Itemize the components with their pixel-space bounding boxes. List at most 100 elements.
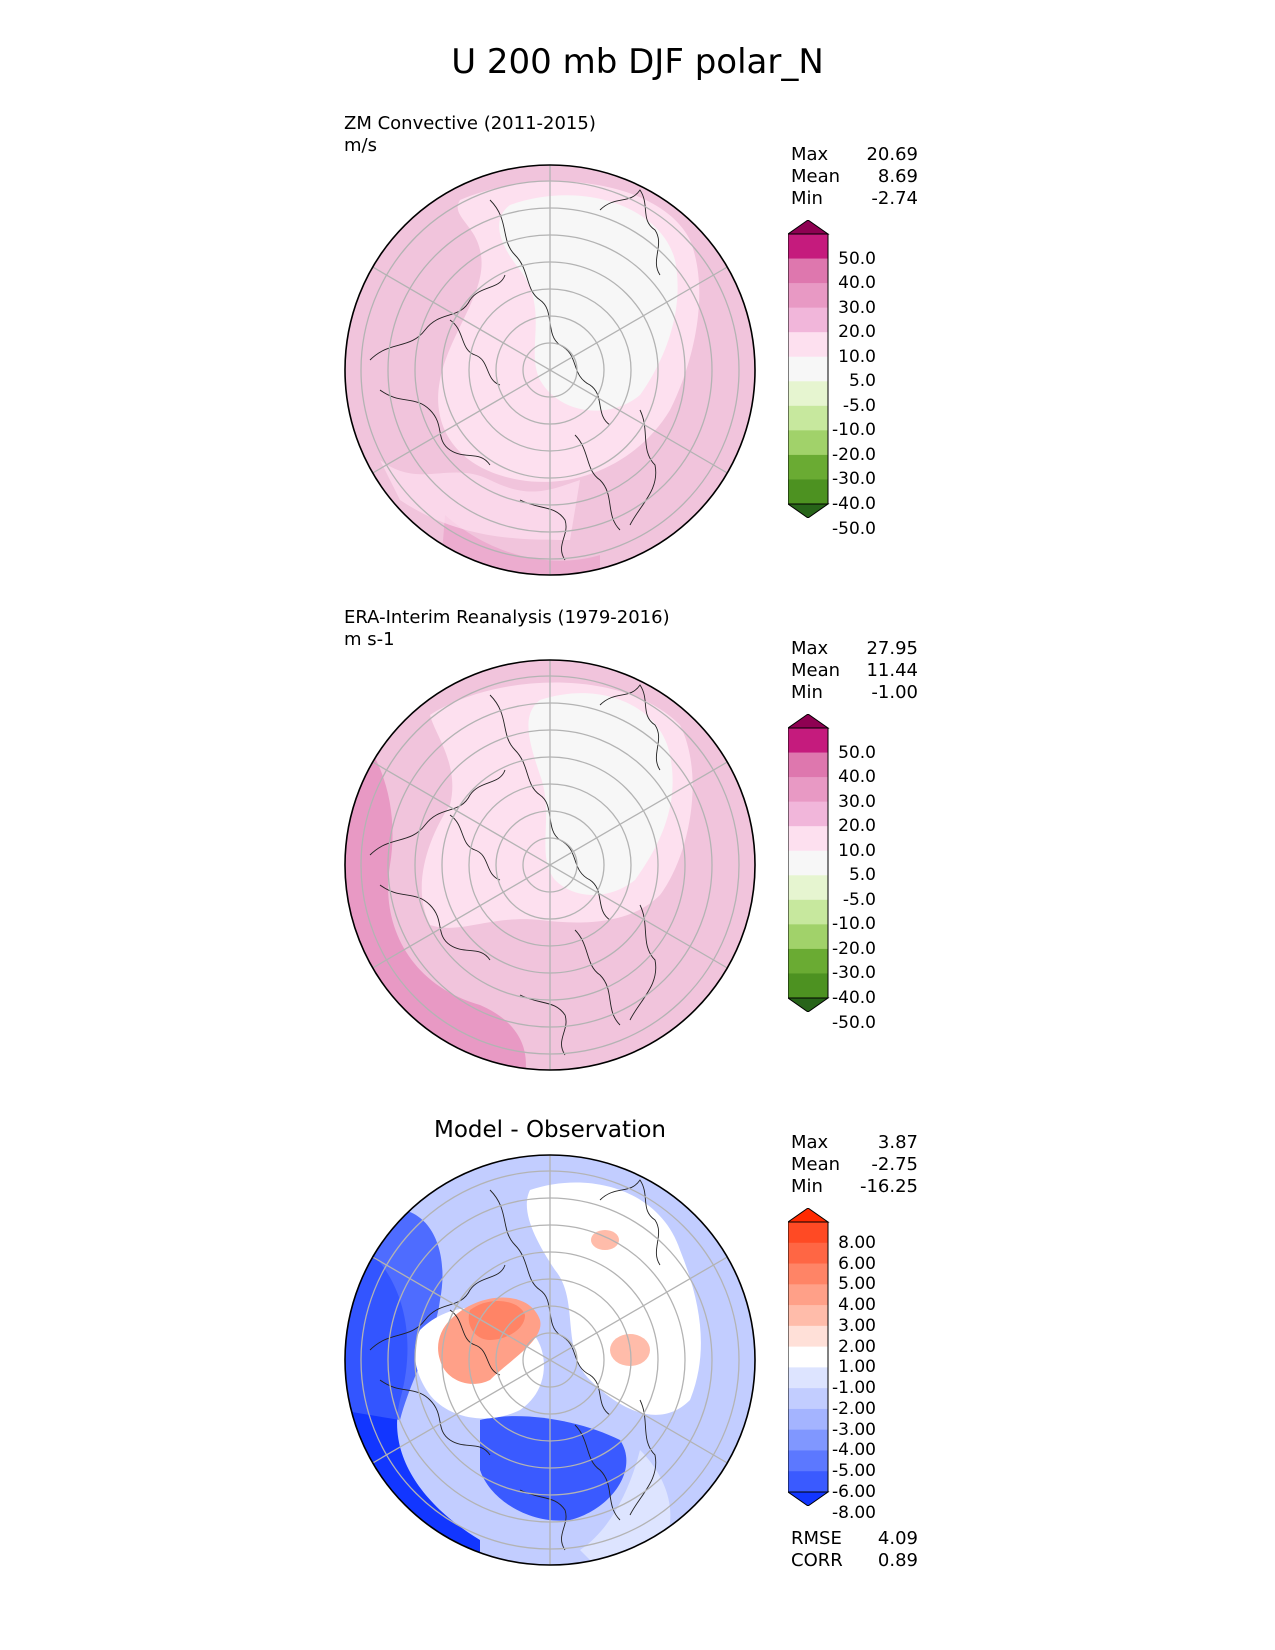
colorbar-swatch <box>788 1305 828 1327</box>
colorbar-extend-top <box>788 714 830 729</box>
colorbar-tick-label: 1.00 <box>838 1357 876 1378</box>
panel-1-units: m/s <box>344 135 377 156</box>
colorbar-swatch <box>788 1388 828 1410</box>
contour-fill-1-to-2 <box>591 1230 619 1250</box>
colorbar-tick-label: 3.00 <box>838 1315 876 1336</box>
colorbar-tick-label: -5.0 <box>842 889 876 910</box>
contour-fill-5-10 <box>528 693 673 895</box>
colorbar-swatch <box>788 973 828 999</box>
colorbar-swatch <box>788 728 828 754</box>
colorbar-swatch <box>788 405 828 431</box>
stat-label-min: Min <box>791 1176 823 1197</box>
colorbar-tick-label: 40.0 <box>838 273 876 294</box>
colorbar-swatch <box>788 1325 828 1348</box>
colorbar-swatch <box>788 899 828 925</box>
colorbar-swatch <box>788 1408 828 1431</box>
colorbar-tick-label: -8.00 <box>832 1502 876 1523</box>
colorbar-model <box>788 220 830 518</box>
colorbar-swatch <box>788 850 828 876</box>
stat-label-mean: Mean <box>791 1154 841 1175</box>
colorbar-tick-label: 6.00 <box>838 1253 876 1274</box>
stat-value-mean: -2.75 <box>871 1154 918 1175</box>
colorbar-swatch <box>788 1242 828 1265</box>
colorbar-tick-label: -40.0 <box>832 988 876 1008</box>
stat-value-max: 20.69 <box>866 144 918 165</box>
metric-label-corr: CORR <box>791 1550 843 1571</box>
colorbar-outline <box>788 1221 829 1493</box>
colorbar-tick-label: -30.0 <box>832 963 876 984</box>
colorbar-tick-label: -10.0 <box>832 914 876 935</box>
colorbar-swatch <box>788 924 828 950</box>
stat-value-max: 27.95 <box>866 638 918 659</box>
colorbar-tick-label: -10.0 <box>832 420 876 441</box>
colorbar-tick-label: 5.0 <box>848 865 876 886</box>
stat-label-max: Max <box>791 144 829 165</box>
colorbar-tick-label: -20.0 <box>832 444 876 465</box>
stat-label-max: Max <box>791 638 829 659</box>
graticule <box>360 660 740 1070</box>
colorbar-swatch <box>788 777 828 803</box>
colorbar-tick-label: 30.0 <box>838 791 876 812</box>
panel-2-stats: Max 27.95 Mean 11.44 Min -1.00 <box>791 638 918 704</box>
colorbar-tick-label: -3.00 <box>832 1419 876 1440</box>
colorbar-tick-label: 4.00 <box>838 1295 876 1316</box>
colorbar-tick-label: 20.0 <box>838 322 876 343</box>
colorbar-swatch <box>788 826 828 852</box>
colorbar-tick-label: 50.0 <box>838 742 876 763</box>
stat-value-min: -2.74 <box>871 188 918 209</box>
colorbar-swatch <box>788 258 828 284</box>
polar-map-model <box>344 164 756 576</box>
colorbar-tick-label: -30.0 <box>832 469 876 490</box>
colorbar-swatch <box>788 283 828 309</box>
colorbar-swatch <box>788 1263 828 1285</box>
panel-1-title: ZM Convective (2011-2015) <box>344 113 596 134</box>
graticule <box>360 165 740 575</box>
polar-map-observation <box>344 659 756 1071</box>
colorbar-difference <box>788 1208 830 1506</box>
colorbar-swatch <box>788 752 828 778</box>
colorbar-tick-label: -2.00 <box>832 1398 876 1419</box>
colorbar-swatch <box>788 948 828 974</box>
contour-fill-10-20 <box>380 460 580 540</box>
stat-label-mean: Mean <box>791 660 841 681</box>
colorbar-swatch <box>788 1367 828 1389</box>
stat-value-mean: 8.69 <box>877 166 918 187</box>
colorbar-tick-label: 40.0 <box>838 767 876 788</box>
colorbar-outline <box>788 727 829 999</box>
colorbar-observation <box>788 714 830 1012</box>
panel-3-title: Model - Observation <box>433 1117 667 1143</box>
map-boundary <box>344 164 756 576</box>
graticule <box>360 1155 740 1565</box>
stat-value-min: -16.25 <box>859 1176 918 1197</box>
colorbar-tick-label: 50.0 <box>838 248 876 269</box>
contour-fill-5-10 <box>499 195 678 411</box>
colorbar-tick-label: 30.0 <box>838 297 876 318</box>
colorbar-outline <box>788 233 829 505</box>
colorbar-swatch <box>788 307 828 333</box>
contour-fill-3-to-4 <box>468 1300 525 1340</box>
colorbar-tick-label: 5.0 <box>848 371 876 392</box>
panel-1-stats: Max 20.69 Mean 8.69 Min -2.74 <box>791 144 918 210</box>
colorbar-tick-label: -4.00 <box>832 1440 876 1461</box>
colorbar-tick-label: -50.0 <box>832 1012 876 1033</box>
colorbar-swatch <box>788 332 828 358</box>
stat-value-min: -1.00 <box>871 682 918 703</box>
colorbar-swatch <box>788 356 828 382</box>
panel-3-stats: Max 3.87 Mean -2.75 Min -16.25 <box>791 1132 918 1198</box>
colorbar-tick-label: -50.0 <box>832 518 876 539</box>
colorbar-swatch <box>788 479 828 505</box>
colorbar-swatch <box>788 430 828 456</box>
colorbar-tick-label: 10.0 <box>838 346 876 367</box>
map-boundary <box>344 1154 756 1566</box>
colorbar-swatch <box>788 1471 828 1493</box>
colorbar-swatch <box>788 1450 828 1472</box>
polar-map-difference <box>344 1154 756 1566</box>
colorbar-tick-label: -6.00 <box>832 1482 876 1502</box>
colorbar-tick-label: -5.00 <box>832 1461 876 1482</box>
metric-value-corr: 0.89 <box>877 1550 918 1571</box>
colorbar-tick-label: 8.00 <box>838 1232 876 1253</box>
figure-title: U 200 mb DJF polar_N <box>451 42 824 82</box>
metric-label-rmse: RMSE <box>791 1528 842 1549</box>
colorbar-tick-label: 10.0 <box>838 840 876 861</box>
colorbar-tick-label: -1.00 <box>832 1378 876 1399</box>
